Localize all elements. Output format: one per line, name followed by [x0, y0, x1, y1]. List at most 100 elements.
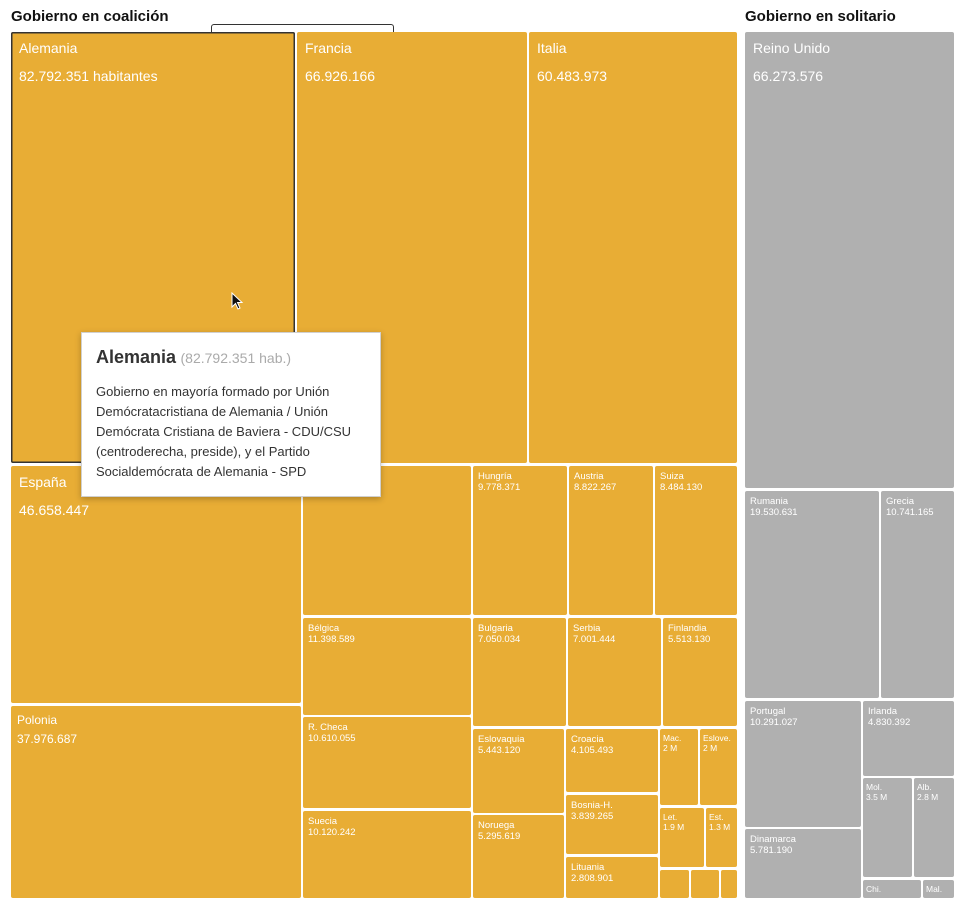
treemap-cell-mol[interactable]: Mol. 3.5 M	[863, 778, 912, 877]
cell-name-label: Suiza	[660, 471, 684, 482]
treemap-cell-let[interactable]: Let. 1.9 M	[660, 808, 704, 867]
cell-name-label: Italia	[537, 40, 567, 56]
cell-value-label: 5.443.120	[478, 745, 521, 757]
treemap-cell-unlabeled-26[interactable]	[721, 870, 737, 898]
cell-name-label: Bosnia-H.	[571, 800, 613, 811]
treemap-cell-suiza[interactable]: Suiza 8.484.130	[655, 466, 737, 615]
cell-value-label: 3.5 M	[866, 792, 888, 803]
cell-value-label: 7.001.444	[573, 634, 616, 646]
cell-name-label: Mol.	[866, 782, 883, 792]
treemap-cell-mal[interactable]: Mal.	[923, 880, 954, 898]
cell-name-label: Noruega	[478, 820, 515, 831]
cell-name-label: Bélgica	[308, 623, 340, 634]
cell-value-label: 5.781.190	[750, 845, 793, 857]
cell-name-label: Francia	[305, 40, 352, 56]
cell-name-label: Let.	[663, 812, 678, 822]
cell-value-label: 66.926.166	[305, 67, 376, 84]
tooltip: Alemania (82.792.351 hab.) Gobierno en m…	[81, 332, 381, 497]
cell-value-label: 2 M	[663, 743, 678, 754]
treemap-cell-portugal[interactable]: Portugal 10.291.027	[745, 701, 861, 827]
cell-name-label: Alemania	[19, 40, 78, 56]
treemap-cell-italia[interactable]: Italia 60.483.973	[529, 32, 737, 463]
cell-value-label: 5.513.130	[668, 634, 711, 646]
cell-name-label: Est.	[709, 812, 724, 822]
treemap-cell-belgica[interactable]: Bélgica 11.398.589	[303, 618, 471, 715]
cell-value-label: 1.9 M	[663, 822, 685, 833]
treemap-cell-alb[interactable]: Alb. 2.8 M	[914, 778, 954, 877]
cell-value-label: 2.8 M	[917, 792, 939, 803]
cell-name-label: Hungría	[478, 471, 512, 482]
treemap-cell-austria[interactable]: Austria 8.822.267	[569, 466, 653, 615]
treemap-cell-suecia[interactable]: Suecia 10.120.242	[303, 811, 471, 898]
cell-name-label: Irlanda	[868, 706, 898, 717]
cell-name-label: Mal.	[926, 884, 943, 894]
cell-value-label: 10.741.165	[886, 507, 934, 519]
treemap-cell-bulgaria[interactable]: Bulgaria 7.050.034	[473, 618, 566, 726]
tooltip-country-name: Alemania	[96, 347, 177, 367]
cell-name-label: Serbia	[573, 623, 601, 634]
cell-name-label: Mac.	[663, 733, 682, 743]
treemap-cell-r-checa[interactable]: R. Checa 10.610.055	[303, 717, 471, 808]
cell-name-label: Croacia	[571, 734, 604, 745]
coalition-group-title: Gobierno en coalición	[11, 8, 169, 25]
cell-value-label: 66.273.576	[753, 67, 824, 84]
treemap-cell-eslovaquia[interactable]: Eslovaquia 5.443.120	[473, 729, 564, 813]
cell-value-label: 37.976.687	[17, 732, 78, 747]
cell-value-label: 8.822.267	[574, 482, 617, 494]
cell-value-label: 46.658.447	[19, 501, 90, 518]
treemap-cell-hungria[interactable]: Hungría 9.778.371	[473, 466, 567, 615]
cell-value-label: 1.3 M	[709, 822, 731, 833]
cell-value-label: 11.398.589	[308, 634, 355, 646]
cell-name-label: Eslovaquia	[478, 734, 525, 745]
cell-value-label: 7.050.034	[478, 634, 521, 646]
treemap-cell-eslove[interactable]: Eslove. 2 M	[700, 729, 737, 805]
treemap-cell-chi[interactable]: Chi.	[863, 880, 921, 898]
cell-name-label: Dinamarca	[750, 834, 796, 845]
tooltip-description: Gobierno en mayoría formado por Unión De…	[96, 384, 352, 479]
cell-value-label: 10.120.242	[308, 827, 356, 839]
cell-value-label: 60.483.973	[537, 67, 608, 84]
cell-value-label: 4.105.493	[571, 745, 614, 757]
cell-name-label: Finlandia	[668, 623, 707, 634]
cell-name-label: Reino Unido	[753, 40, 831, 56]
mouse-cursor-icon	[231, 292, 244, 310]
solo-group-title: Gobierno en solitario	[745, 8, 896, 25]
treemap-cell-irlanda[interactable]: Irlanda 4.830.392	[863, 701, 954, 776]
cell-value-label: 4.830.392	[868, 717, 911, 729]
cell-name-label: Portugal	[750, 706, 786, 717]
cell-name-label: Rumania	[750, 496, 789, 507]
cell-name-label: Alb.	[917, 782, 932, 792]
treemap-cell-polonia[interactable]: Polonia 37.976.687	[11, 706, 301, 898]
treemap-cell-espana[interactable]: España 46.658.447	[11, 466, 301, 703]
selection-slot	[211, 24, 394, 34]
treemap-cell-mac[interactable]: Mac. 2 M	[660, 729, 698, 805]
treemap-cell-grecia[interactable]: Grecia 10.741.165	[881, 491, 954, 698]
cell-name-label: R. Checa	[308, 722, 348, 733]
cell-value-label: 2 M	[703, 743, 718, 754]
treemap-cell-noruega[interactable]: Noruega 5.295.619	[473, 815, 564, 898]
treemap-cell-dinamarca[interactable]: Dinamarca 5.781.190	[745, 829, 861, 898]
cell-value-label: 19.530.631	[750, 507, 798, 519]
cell-name-label: Grecia	[886, 496, 914, 507]
treemap-cell-reino-unido[interactable]: Reino Unido 66.273.576	[745, 32, 954, 488]
treemap-cell-finlandia[interactable]: Finlandia 5.513.130	[663, 618, 737, 726]
treemap-cell-unlabeled-25[interactable]	[691, 870, 719, 898]
treemap-cell-bosnia-h[interactable]: Bosnia-H. 3.839.265	[566, 795, 658, 854]
cell-name-label: Austria	[574, 471, 604, 482]
cell-value-label: 3.839.265	[571, 811, 614, 823]
cell-value-label: 10.610.055	[308, 733, 356, 745]
treemap-cell-lituania[interactable]: Lituania 2.808.901	[566, 857, 658, 898]
treemap-cell-est[interactable]: Est. 1.3 M	[706, 808, 737, 867]
cell-name-label: Polonia	[17, 713, 58, 727]
treemap-cell-unlabeled-24[interactable]	[660, 870, 689, 898]
cell-name-label: Bulgaria	[478, 623, 513, 634]
treemap-cell-serbia[interactable]: Serbia 7.001.444	[568, 618, 661, 726]
cell-value-label: 10.291.027	[750, 717, 798, 729]
cell-value-label: 2.808.901	[571, 873, 614, 885]
cell-value-label: 9.778.371	[478, 482, 521, 494]
cell-value-label: 8.484.130	[660, 482, 703, 494]
cell-value-label: 82.792.351 habitantes	[19, 67, 158, 84]
treemap-cell-rumania[interactable]: Rumania 19.530.631	[745, 491, 879, 698]
cell-name-label: Chi.	[866, 884, 882, 894]
treemap-cell-croacia[interactable]: Croacia 4.105.493	[566, 729, 658, 792]
